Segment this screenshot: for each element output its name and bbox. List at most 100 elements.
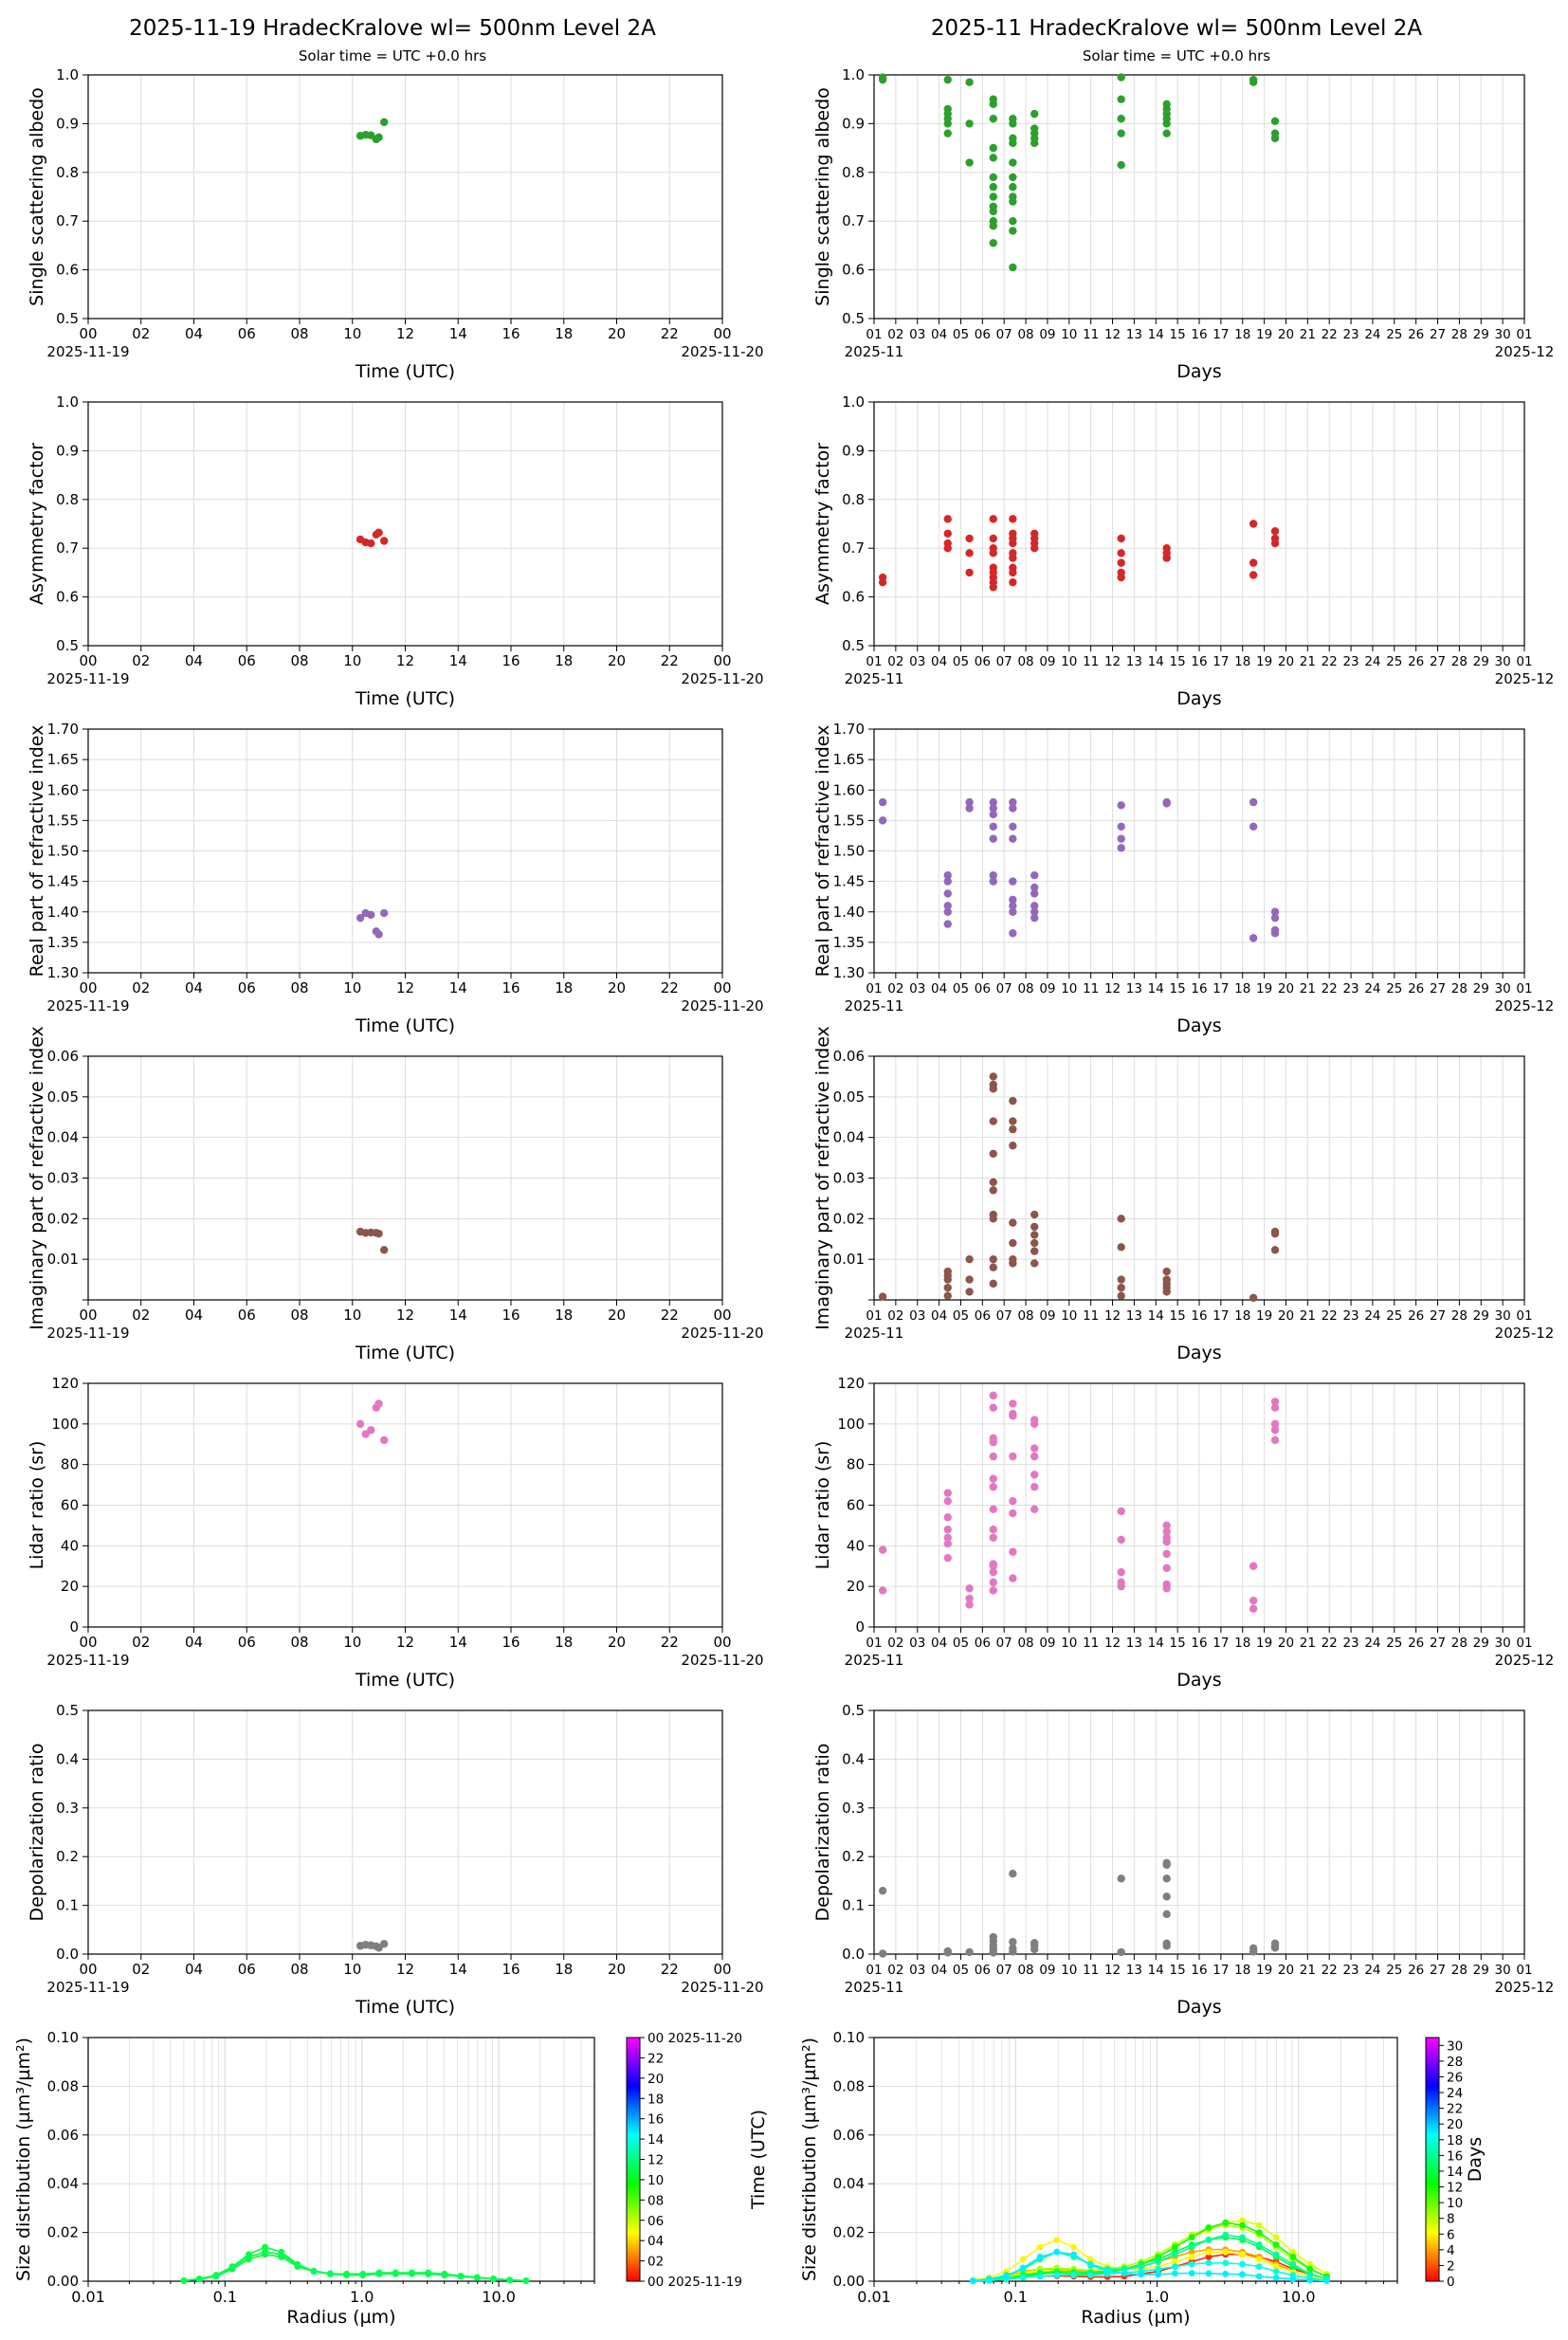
series-marker — [1171, 2243, 1178, 2251]
x-tick-label: 29 — [1473, 1636, 1489, 1651]
x-tick-label: 08 — [290, 325, 308, 342]
x-tick-label: 28 — [1451, 1963, 1468, 1978]
x-tick-label: 00 — [713, 1961, 731, 1978]
y-axis-label: Lidar ratio (sr) — [812, 1441, 833, 1570]
data-point — [1270, 1944, 1280, 1952]
data-point — [1162, 1860, 1171, 1870]
data-point — [943, 902, 952, 910]
data-point — [943, 920, 952, 928]
series-marker — [212, 2273, 220, 2280]
axis-end-date: 2025-11-20 — [681, 1652, 763, 1669]
data-point — [989, 834, 997, 843]
series-marker — [1070, 2251, 1078, 2258]
data-point — [965, 1275, 974, 1284]
data-point — [1009, 158, 1017, 167]
y-axis-label: Size distribution (µm³/µm²) — [13, 2038, 34, 2281]
x-tick-label: 10 — [1061, 1308, 1077, 1324]
data-point — [1009, 1124, 1017, 1134]
plot-frame — [873, 2037, 1398, 2282]
data-point — [1030, 1238, 1039, 1248]
x-tick-label: 04 — [185, 1961, 203, 1978]
y-tick-label: 0.2 — [56, 1848, 79, 1865]
data-point — [1162, 1527, 1171, 1536]
data-point — [1270, 1403, 1280, 1412]
data-point — [1162, 1910, 1171, 1919]
data-point — [380, 118, 389, 127]
y-tick-label: 1.65 — [833, 751, 865, 768]
x-tick-label: 15 — [1170, 981, 1186, 996]
data-point — [943, 1948, 952, 1957]
series-marker — [1171, 2251, 1178, 2258]
data-point — [989, 1279, 997, 1289]
x-tick-label: 02 — [887, 1308, 903, 1324]
x-tick-label: 05 — [953, 1636, 969, 1651]
x-tick-label: 15 — [1170, 1308, 1186, 1324]
x-tick-label: 29 — [1473, 1308, 1489, 1324]
y-tick-label: 1.35 — [833, 934, 865, 951]
x-tick-label: 10 — [343, 1307, 361, 1324]
y-tick-label: 0.03 — [833, 1170, 865, 1187]
y-tick-label: 80 — [61, 1456, 79, 1473]
data-point — [989, 1263, 997, 1271]
data-point — [1009, 929, 1017, 938]
data-point — [1009, 804, 1017, 813]
data-point — [1030, 1210, 1039, 1219]
x-tick-label: 06 — [238, 979, 256, 996]
y-tick-label: 0.02 — [833, 2224, 865, 2241]
series-marker — [473, 2275, 481, 2281]
series-marker — [310, 2267, 318, 2275]
x-tick-label: 24 — [1364, 327, 1380, 342]
x-tick-label: 02 — [132, 325, 150, 342]
series-marker — [441, 2271, 448, 2278]
x-tick-label: 00 — [713, 979, 731, 996]
y-tick-label: 1.60 — [833, 781, 865, 798]
y-tick-label: 1.60 — [47, 781, 79, 798]
series-marker — [1103, 2267, 1111, 2275]
y-tick-label: 40 — [847, 1537, 865, 1554]
data-point — [1117, 1567, 1125, 1577]
x-tick-label: 18 — [1234, 1636, 1250, 1651]
x-tick-label: 04 — [185, 1634, 203, 1651]
x-tick-label: 1.0 — [350, 2288, 374, 2306]
y-tick-label: 0.8 — [842, 491, 865, 508]
data-point — [1270, 907, 1280, 916]
x-tick-label: 18 — [555, 1961, 573, 1978]
data-point — [1162, 1521, 1171, 1530]
x-tick-label: 23 — [1342, 1963, 1358, 1978]
x-tick-label: 24 — [1364, 981, 1380, 996]
data-point — [989, 1533, 997, 1542]
x-tick-label: 03 — [909, 654, 925, 669]
colorbar-tick-label: 10 — [647, 2173, 664, 2188]
x-tick-label: 19 — [1256, 1963, 1272, 1978]
series-marker — [180, 2277, 188, 2284]
x-tick-label: 18 — [1234, 981, 1250, 996]
y-tick-label: 0.8 — [842, 164, 865, 181]
data-point — [1030, 1419, 1039, 1429]
x-axis-label: Days — [1176, 688, 1221, 709]
data-point — [989, 1948, 997, 1957]
data-point — [374, 133, 383, 141]
x-tick-label: 09 — [1039, 1636, 1055, 1651]
left-title: 2025-11-19 HradecKralove wl= 500nm Level… — [129, 16, 656, 41]
data-point — [1162, 1288, 1171, 1296]
y-tick-label: 60 — [847, 1497, 865, 1514]
colorbar-tick-label: 20 — [1447, 2117, 1463, 2132]
x-tick-label: 23 — [1342, 654, 1358, 669]
x-tick-label: 20 — [1278, 327, 1294, 342]
data-point — [1270, 527, 1280, 536]
y-tick-label: 100 — [837, 1416, 865, 1433]
axis-start-date: 2025-11 — [845, 670, 904, 687]
data-point — [965, 1947, 974, 1957]
series-marker — [1272, 2268, 1280, 2276]
data-point — [1009, 568, 1017, 577]
y-tick-label: 1.40 — [833, 904, 865, 921]
x-tick-label: 07 — [996, 654, 1012, 669]
x-tick-label: 20 — [608, 1307, 626, 1324]
data-point — [1009, 197, 1017, 206]
x-tick-label: 00 — [79, 325, 97, 342]
y-tick-label: 1.30 — [833, 964, 865, 981]
x-tick-label: 04 — [931, 981, 947, 996]
data-point — [1270, 1435, 1280, 1445]
x-tick-label: 14 — [1148, 327, 1164, 342]
colorbar-tick-label: 20 — [647, 2072, 664, 2087]
